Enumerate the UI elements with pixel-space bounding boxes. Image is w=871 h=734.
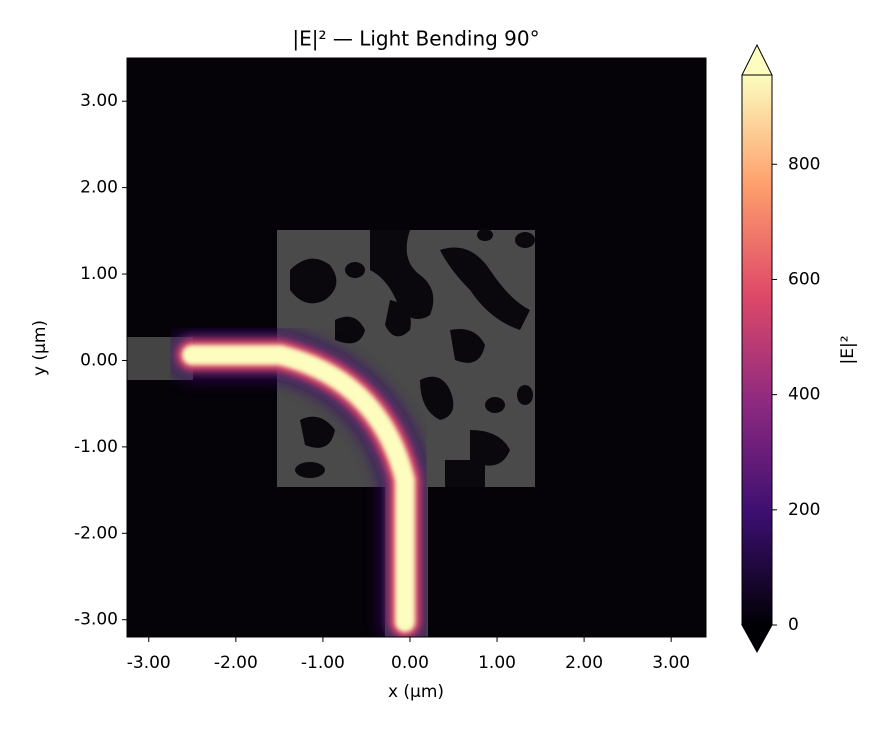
x-tick-label: 1.00 — [478, 653, 516, 673]
y-tick-label: 0.00 — [80, 350, 118, 370]
colorbar-tick-label: 200 — [788, 500, 820, 520]
colorbar-extend-min — [741, 624, 773, 654]
field-glow — [168, 331, 429, 637]
colorbar-frame — [741, 75, 773, 625]
x-tick-label: 2.00 — [565, 653, 603, 673]
y-tick-label: 1.00 — [80, 264, 118, 284]
x-tick-label: 3.00 — [652, 653, 690, 673]
colorbar-tick-label: 800 — [788, 154, 820, 174]
x-tick-label: -2.00 — [214, 653, 258, 673]
colorbar-tick-label: 600 — [788, 269, 820, 289]
x-tick-label: -1.00 — [301, 653, 345, 673]
x-axis-label: x (µm) — [388, 682, 444, 702]
x-tick-label: -3.00 — [127, 653, 171, 673]
y-tick-label: -2.00 — [74, 523, 118, 543]
x-tick-label: 0.00 — [391, 653, 429, 673]
colorbar-label: |E|² — [838, 335, 858, 364]
plot-frame — [126, 57, 707, 638]
y-tick-label: -1.00 — [74, 437, 118, 457]
chart-title: |E|² — Light Bending 90° — [292, 27, 539, 51]
design-holes — [290, 229, 535, 487]
y-tick-label: 2.00 — [80, 178, 118, 198]
y-tick-label: 3.00 — [80, 91, 118, 111]
y-tick-label: -3.00 — [74, 610, 118, 630]
y-axis-label: y (µm) — [30, 320, 50, 376]
colorbar — [742, 75, 772, 625]
colorbar-extend-max — [741, 43, 773, 76]
colorbar-tick-label: 0 — [788, 615, 799, 635]
colorbar-tick-label: 400 — [788, 385, 820, 405]
field — [127, 58, 706, 637]
